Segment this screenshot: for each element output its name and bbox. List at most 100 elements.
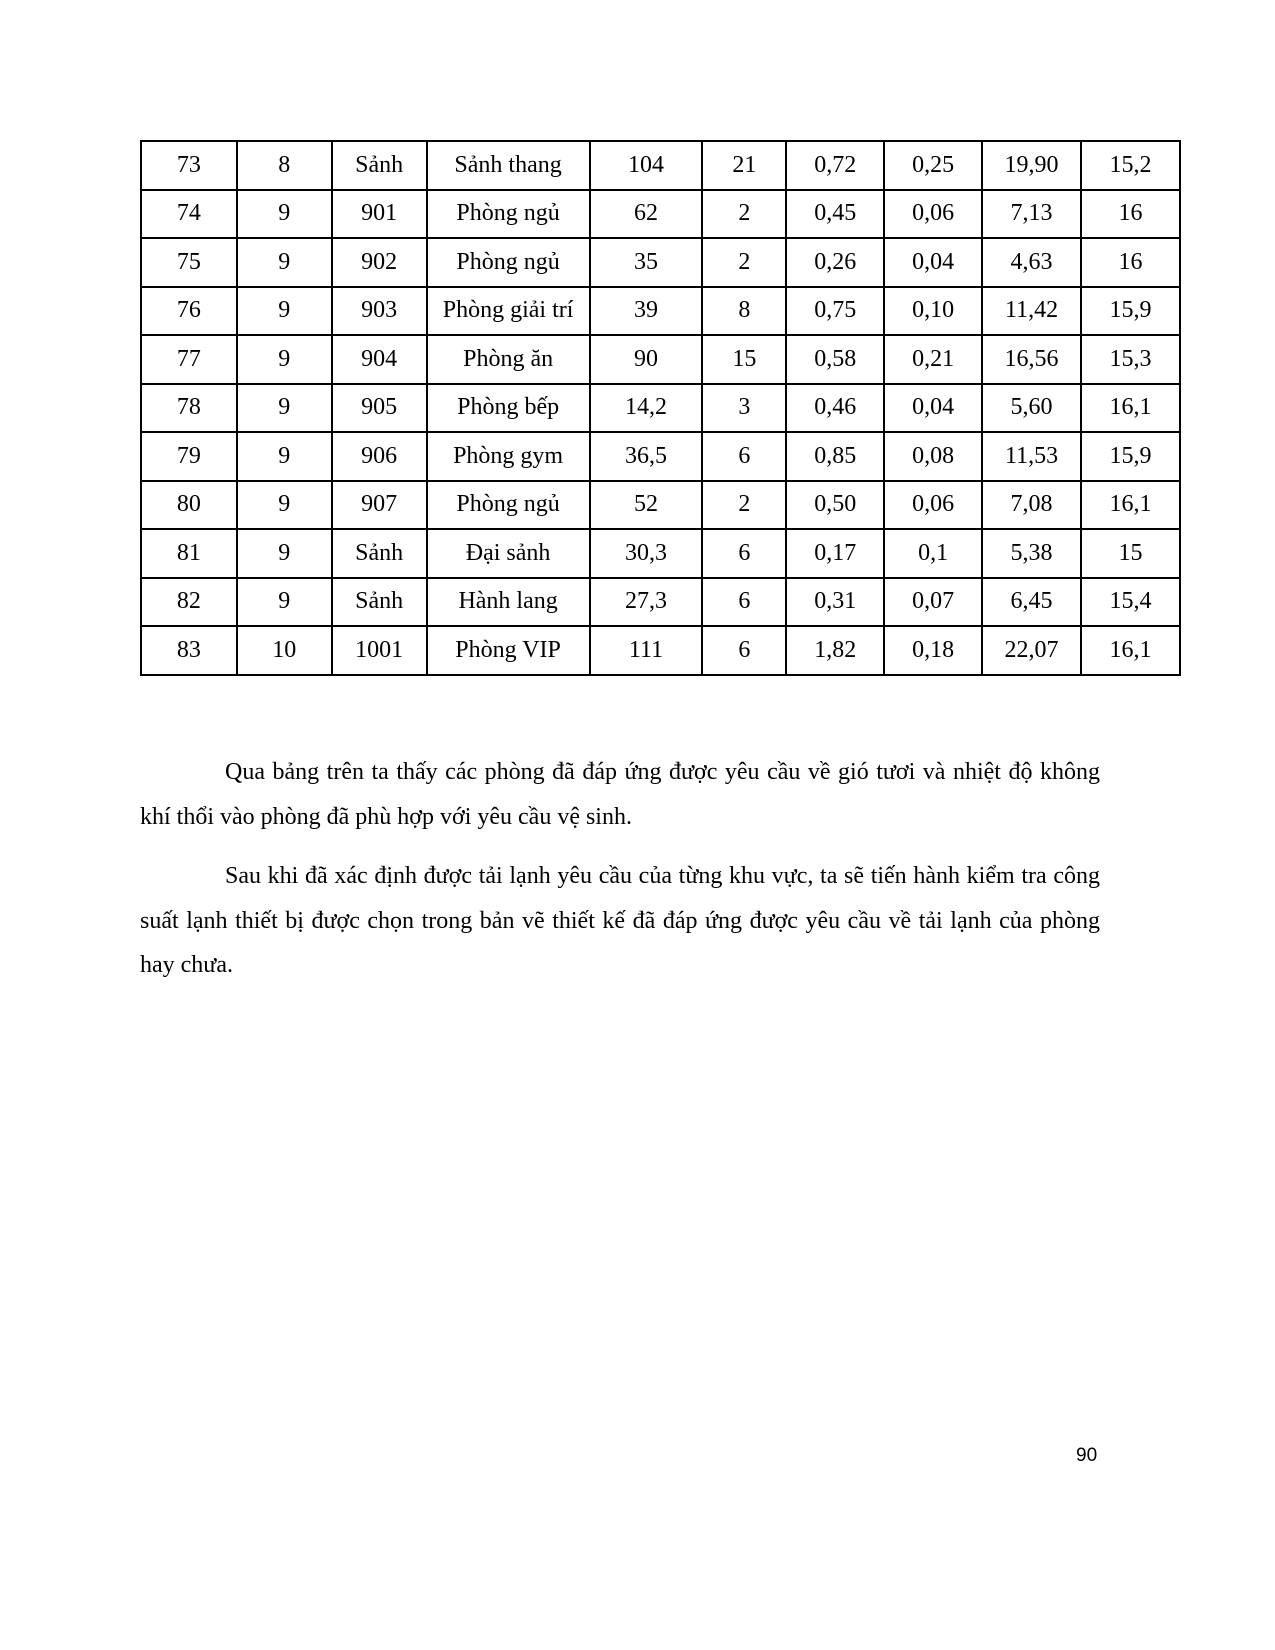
table-cell: Sảnh bbox=[330, 528, 428, 579]
table-row: 78 9 905 Phòng bếp 14,2 3 0,46 0,04 5,60 16,1 bbox=[140, 382, 1181, 433]
table-cell: 76 bbox=[140, 285, 238, 336]
table-cell: 5,38 bbox=[981, 528, 1082, 579]
table-cell: 15 bbox=[1080, 528, 1181, 579]
table-cell: 111 bbox=[588, 625, 704, 676]
table-cell: 0,58 bbox=[785, 334, 886, 385]
table-cell: 0,72 bbox=[785, 140, 886, 191]
table-cell: 104 bbox=[588, 140, 704, 191]
table-cell: 16,1 bbox=[1080, 382, 1181, 433]
table-cell: 16,1 bbox=[1080, 479, 1181, 530]
table-cell: 15,9 bbox=[1080, 285, 1181, 336]
table-cell: 79 bbox=[140, 431, 238, 482]
table-cell: 0,25 bbox=[883, 140, 984, 191]
table-cell: 9 bbox=[235, 334, 333, 385]
table-cell: 905 bbox=[330, 382, 428, 433]
table-cell: 904 bbox=[330, 334, 428, 385]
table-cell: 9 bbox=[235, 528, 333, 579]
table-cell: 52 bbox=[588, 479, 704, 530]
table-cell: Hành lang bbox=[425, 576, 591, 627]
table-cell: Sảnh thang bbox=[425, 140, 591, 191]
table-cell: 10 bbox=[235, 625, 333, 676]
table-cell: 82 bbox=[140, 576, 238, 627]
table-cell: 6 bbox=[701, 625, 788, 676]
paragraph: Sau khi đã xác định được tải lạnh yêu cầ… bbox=[140, 863, 1100, 978]
table-cell: 80 bbox=[140, 479, 238, 530]
table-cell: 15,2 bbox=[1080, 140, 1181, 191]
table-cell: 16 bbox=[1080, 237, 1181, 288]
table-row: 79 9 906 Phòng gym 36,5 6 0,85 0,08 11,53 15,9 bbox=[140, 431, 1181, 482]
table-cell: 74 bbox=[140, 188, 238, 239]
table-cell: 16,56 bbox=[981, 334, 1082, 385]
table-cell: 7,08 bbox=[981, 479, 1082, 530]
table-cell: Sảnh bbox=[330, 140, 428, 191]
table-cell: 0,50 bbox=[785, 479, 886, 530]
table-cell: 6,45 bbox=[981, 576, 1082, 627]
table-cell: 83 bbox=[140, 625, 238, 676]
table-cell: 15 bbox=[701, 334, 788, 385]
table-row: 73 8 Sảnh Sảnh thang 104 21 0,72 0,25 19,90 15,2 bbox=[140, 140, 1181, 191]
table-cell: Phòng ngủ bbox=[425, 237, 591, 288]
table-cell: 1001 bbox=[330, 625, 428, 676]
table-cell: 15,4 bbox=[1080, 576, 1181, 627]
table-cell: 3 bbox=[701, 382, 788, 433]
table-cell: 2 bbox=[701, 188, 788, 239]
table-cell: 0,21 bbox=[883, 334, 984, 385]
table-cell: 36,5 bbox=[588, 431, 704, 482]
table-cell: Phòng ăn bbox=[425, 334, 591, 385]
table-row: 76 9 903 Phòng giải trí 39 8 0,75 0,10 11,42 15,9 bbox=[140, 285, 1181, 336]
table-row: 80 9 907 Phòng ngủ 52 2 0,50 0,06 7,08 16,1 bbox=[140, 479, 1181, 530]
table-cell: 15,9 bbox=[1080, 431, 1181, 482]
table-cell: 15,3 bbox=[1080, 334, 1181, 385]
table-cell: 6 bbox=[701, 431, 788, 482]
table-cell: 9 bbox=[235, 382, 333, 433]
table-cell: 6 bbox=[701, 576, 788, 627]
table-cell: 0,85 bbox=[785, 431, 886, 482]
table-cell: 30,3 bbox=[588, 528, 704, 579]
table-cell: 9 bbox=[235, 188, 333, 239]
table-cell: 8 bbox=[235, 140, 333, 191]
table-cell: 0,04 bbox=[883, 382, 984, 433]
table-cell: 906 bbox=[330, 431, 428, 482]
table-cell: 14,2 bbox=[588, 382, 704, 433]
table-cell: 35 bbox=[588, 237, 704, 288]
table-cell: 0,08 bbox=[883, 431, 984, 482]
table-cell: 9 bbox=[235, 576, 333, 627]
table-cell: Phòng VIP bbox=[425, 625, 591, 676]
table-cell: 4,63 bbox=[981, 237, 1082, 288]
table-cell: 0,10 bbox=[883, 285, 984, 336]
table-row: 81 9 Sảnh Đại sảnh 30,3 6 0,17 0,1 5,38 15 bbox=[140, 528, 1181, 579]
table-row: 77 9 904 Phòng ăn 90 15 0,58 0,21 16,56 15,3 bbox=[140, 334, 1181, 385]
table-cell: Phòng giải trí bbox=[425, 285, 591, 336]
table-cell: 16 bbox=[1080, 188, 1181, 239]
table-cell: 901 bbox=[330, 188, 428, 239]
table-cell: 11,42 bbox=[981, 285, 1082, 336]
table-cell: Phòng gym bbox=[425, 431, 591, 482]
table-cell: 0,26 bbox=[785, 237, 886, 288]
table-cell: 11,53 bbox=[981, 431, 1082, 482]
table-cell: 0,17 bbox=[785, 528, 886, 579]
table-cell: 9 bbox=[235, 431, 333, 482]
table-cell: Phòng ngủ bbox=[425, 479, 591, 530]
table-cell: 2 bbox=[701, 479, 788, 530]
table-row: 83 10 1001 Phòng VIP 111 6 1,82 0,18 22,07 16,1 bbox=[140, 625, 1181, 676]
table-cell: 903 bbox=[330, 285, 428, 336]
table-cell: 1,82 bbox=[785, 625, 886, 676]
table-cell: 0,1 bbox=[883, 528, 984, 579]
table-cell: 19,90 bbox=[981, 140, 1082, 191]
page-number: 90 bbox=[1076, 1445, 1098, 1466]
table-cell: Đại sảnh bbox=[425, 528, 591, 579]
table-cell: 27,3 bbox=[588, 576, 704, 627]
table-cell: 0,04 bbox=[883, 237, 984, 288]
table-cell: Phòng bếp bbox=[425, 382, 591, 433]
table-cell: 0,06 bbox=[883, 479, 984, 530]
table-cell: 0,46 bbox=[785, 382, 886, 433]
table-cell: 62 bbox=[588, 188, 704, 239]
table-cell: 75 bbox=[140, 237, 238, 288]
table-cell: 39 bbox=[588, 285, 704, 336]
table-cell: 81 bbox=[140, 528, 238, 579]
table-cell: 16,1 bbox=[1080, 625, 1181, 676]
table-cell: 9 bbox=[235, 237, 333, 288]
table-cell: 7,13 bbox=[981, 188, 1082, 239]
table-cell: Phòng ngủ bbox=[425, 188, 591, 239]
table-cell: 5,60 bbox=[981, 382, 1082, 433]
